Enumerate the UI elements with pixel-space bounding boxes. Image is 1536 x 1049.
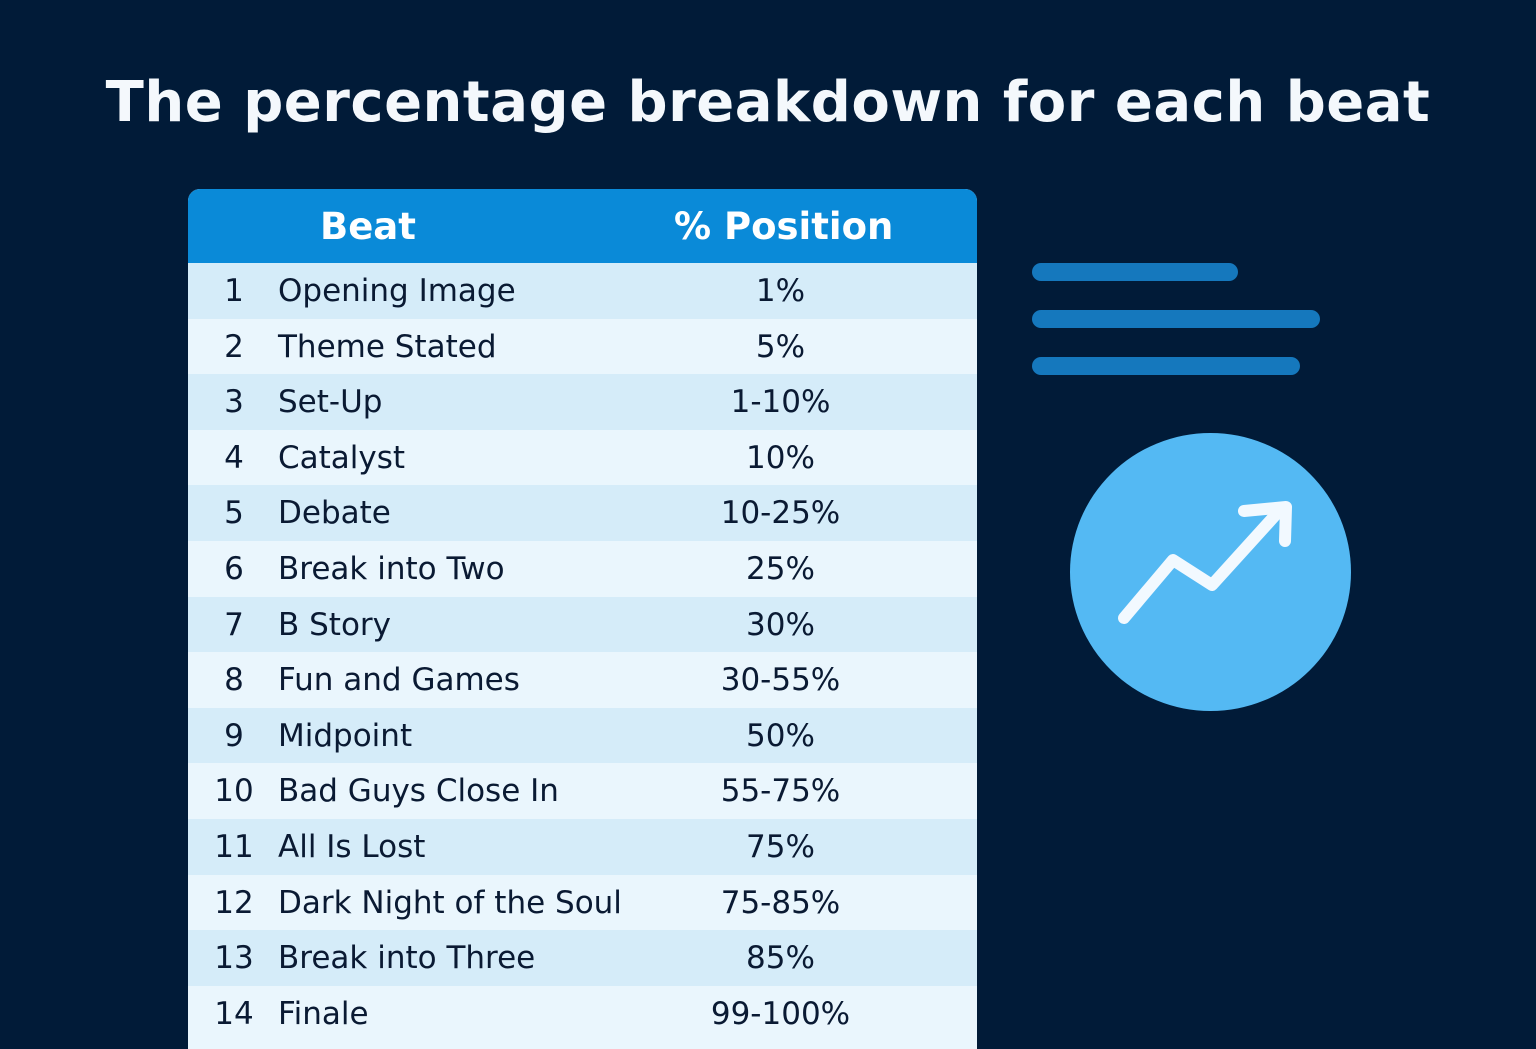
- table-row: 3 Set-Up 1-10%: [188, 374, 977, 430]
- row-beat: Midpoint: [278, 717, 413, 754]
- table-row: 10 Bad Guys Close In 55-75%: [188, 763, 977, 819]
- row-position: 75%: [746, 828, 815, 865]
- table-row: 9 Midpoint 50%: [188, 707, 977, 764]
- table-row: 7 B Story 30%: [188, 596, 977, 653]
- row-beat: Catalyst: [278, 439, 406, 476]
- row-beat: Break into Two: [278, 550, 505, 587]
- table-row: 4 Catalyst 10%: [188, 429, 977, 486]
- trend-circle: [1070, 433, 1351, 711]
- line-bar: [1032, 357, 1300, 375]
- table-row: 11 All Is Lost 75%: [188, 818, 977, 875]
- table-row: 12 Dark Night of the Soul 75-85%: [188, 874, 977, 931]
- row-position: 75-85%: [720, 884, 841, 921]
- table-row: 5 Debate 10-25%: [188, 485, 977, 541]
- row-position: 30%: [746, 606, 815, 643]
- row-position: 25%: [746, 550, 815, 587]
- row-position: 1%: [755, 273, 806, 309]
- table-row: 13 Break into Three 85%: [188, 930, 977, 986]
- row-number: 1: [224, 273, 244, 309]
- row-number: 10: [214, 773, 254, 810]
- row-position: 85%: [746, 940, 815, 977]
- row-position: 55-75%: [720, 773, 841, 810]
- table-header: Beat % Position: [188, 189, 977, 263]
- trending-up-icon: [1118, 501, 1292, 624]
- row-beat: B Story: [278, 606, 392, 643]
- beat-table: Beat % Position 1 Opening Image 1% 2 Theme S…: [188, 189, 977, 1049]
- row-position: 5%: [755, 328, 806, 365]
- header-beat: Beat: [320, 205, 416, 248]
- row-beat: Fun and Games: [278, 662, 520, 699]
- table-row: 6 Break into Two 25%: [188, 540, 977, 597]
- row-beat: All Is Lost: [278, 828, 426, 865]
- row-beat: Theme Stated: [278, 328, 497, 365]
- row-number: 5: [224, 495, 244, 532]
- row-number: 3: [224, 384, 244, 421]
- row-number: 7: [224, 606, 244, 643]
- row-number: 6: [224, 550, 244, 587]
- row-number: 4: [224, 439, 244, 476]
- row-number: 13: [214, 940, 254, 977]
- row-position: 10%: [746, 439, 815, 476]
- row-position: 30-55%: [720, 662, 841, 699]
- row-position: 10-25%: [720, 495, 841, 532]
- row-number: 12: [214, 884, 254, 921]
- header-position: % Position: [674, 205, 894, 248]
- row-beat: Set-Up: [278, 384, 383, 421]
- table-row: 8 Fun and Games 30-55%: [188, 652, 977, 708]
- row-number: 8: [224, 662, 244, 699]
- row-beat: Opening Image: [278, 273, 516, 309]
- table-row: 1 Opening Image 1%: [188, 263, 977, 319]
- row-number: 11: [214, 828, 254, 865]
- table-row: 2 Theme Stated 5%: [188, 318, 977, 375]
- row-position: 1-10%: [730, 384, 831, 421]
- table-body: 1 Opening Image 1% 2 Theme Stated 5% 3 Set-Up 1-…: [188, 263, 977, 1042]
- line-bar: [1032, 310, 1320, 328]
- row-number: 9: [224, 717, 244, 754]
- row-beat: Bad Guys Close In: [278, 773, 559, 810]
- row-beat: Dark Night of the Soul: [278, 884, 622, 921]
- row-beat: Break into Three: [278, 940, 536, 977]
- row-number: 2: [224, 328, 244, 365]
- row-position: 50%: [746, 717, 815, 754]
- page-title: The percentage breakdown for each beat: [105, 70, 1431, 135]
- row-beat: Debate: [278, 495, 391, 532]
- line-bar: [1032, 263, 1238, 281]
